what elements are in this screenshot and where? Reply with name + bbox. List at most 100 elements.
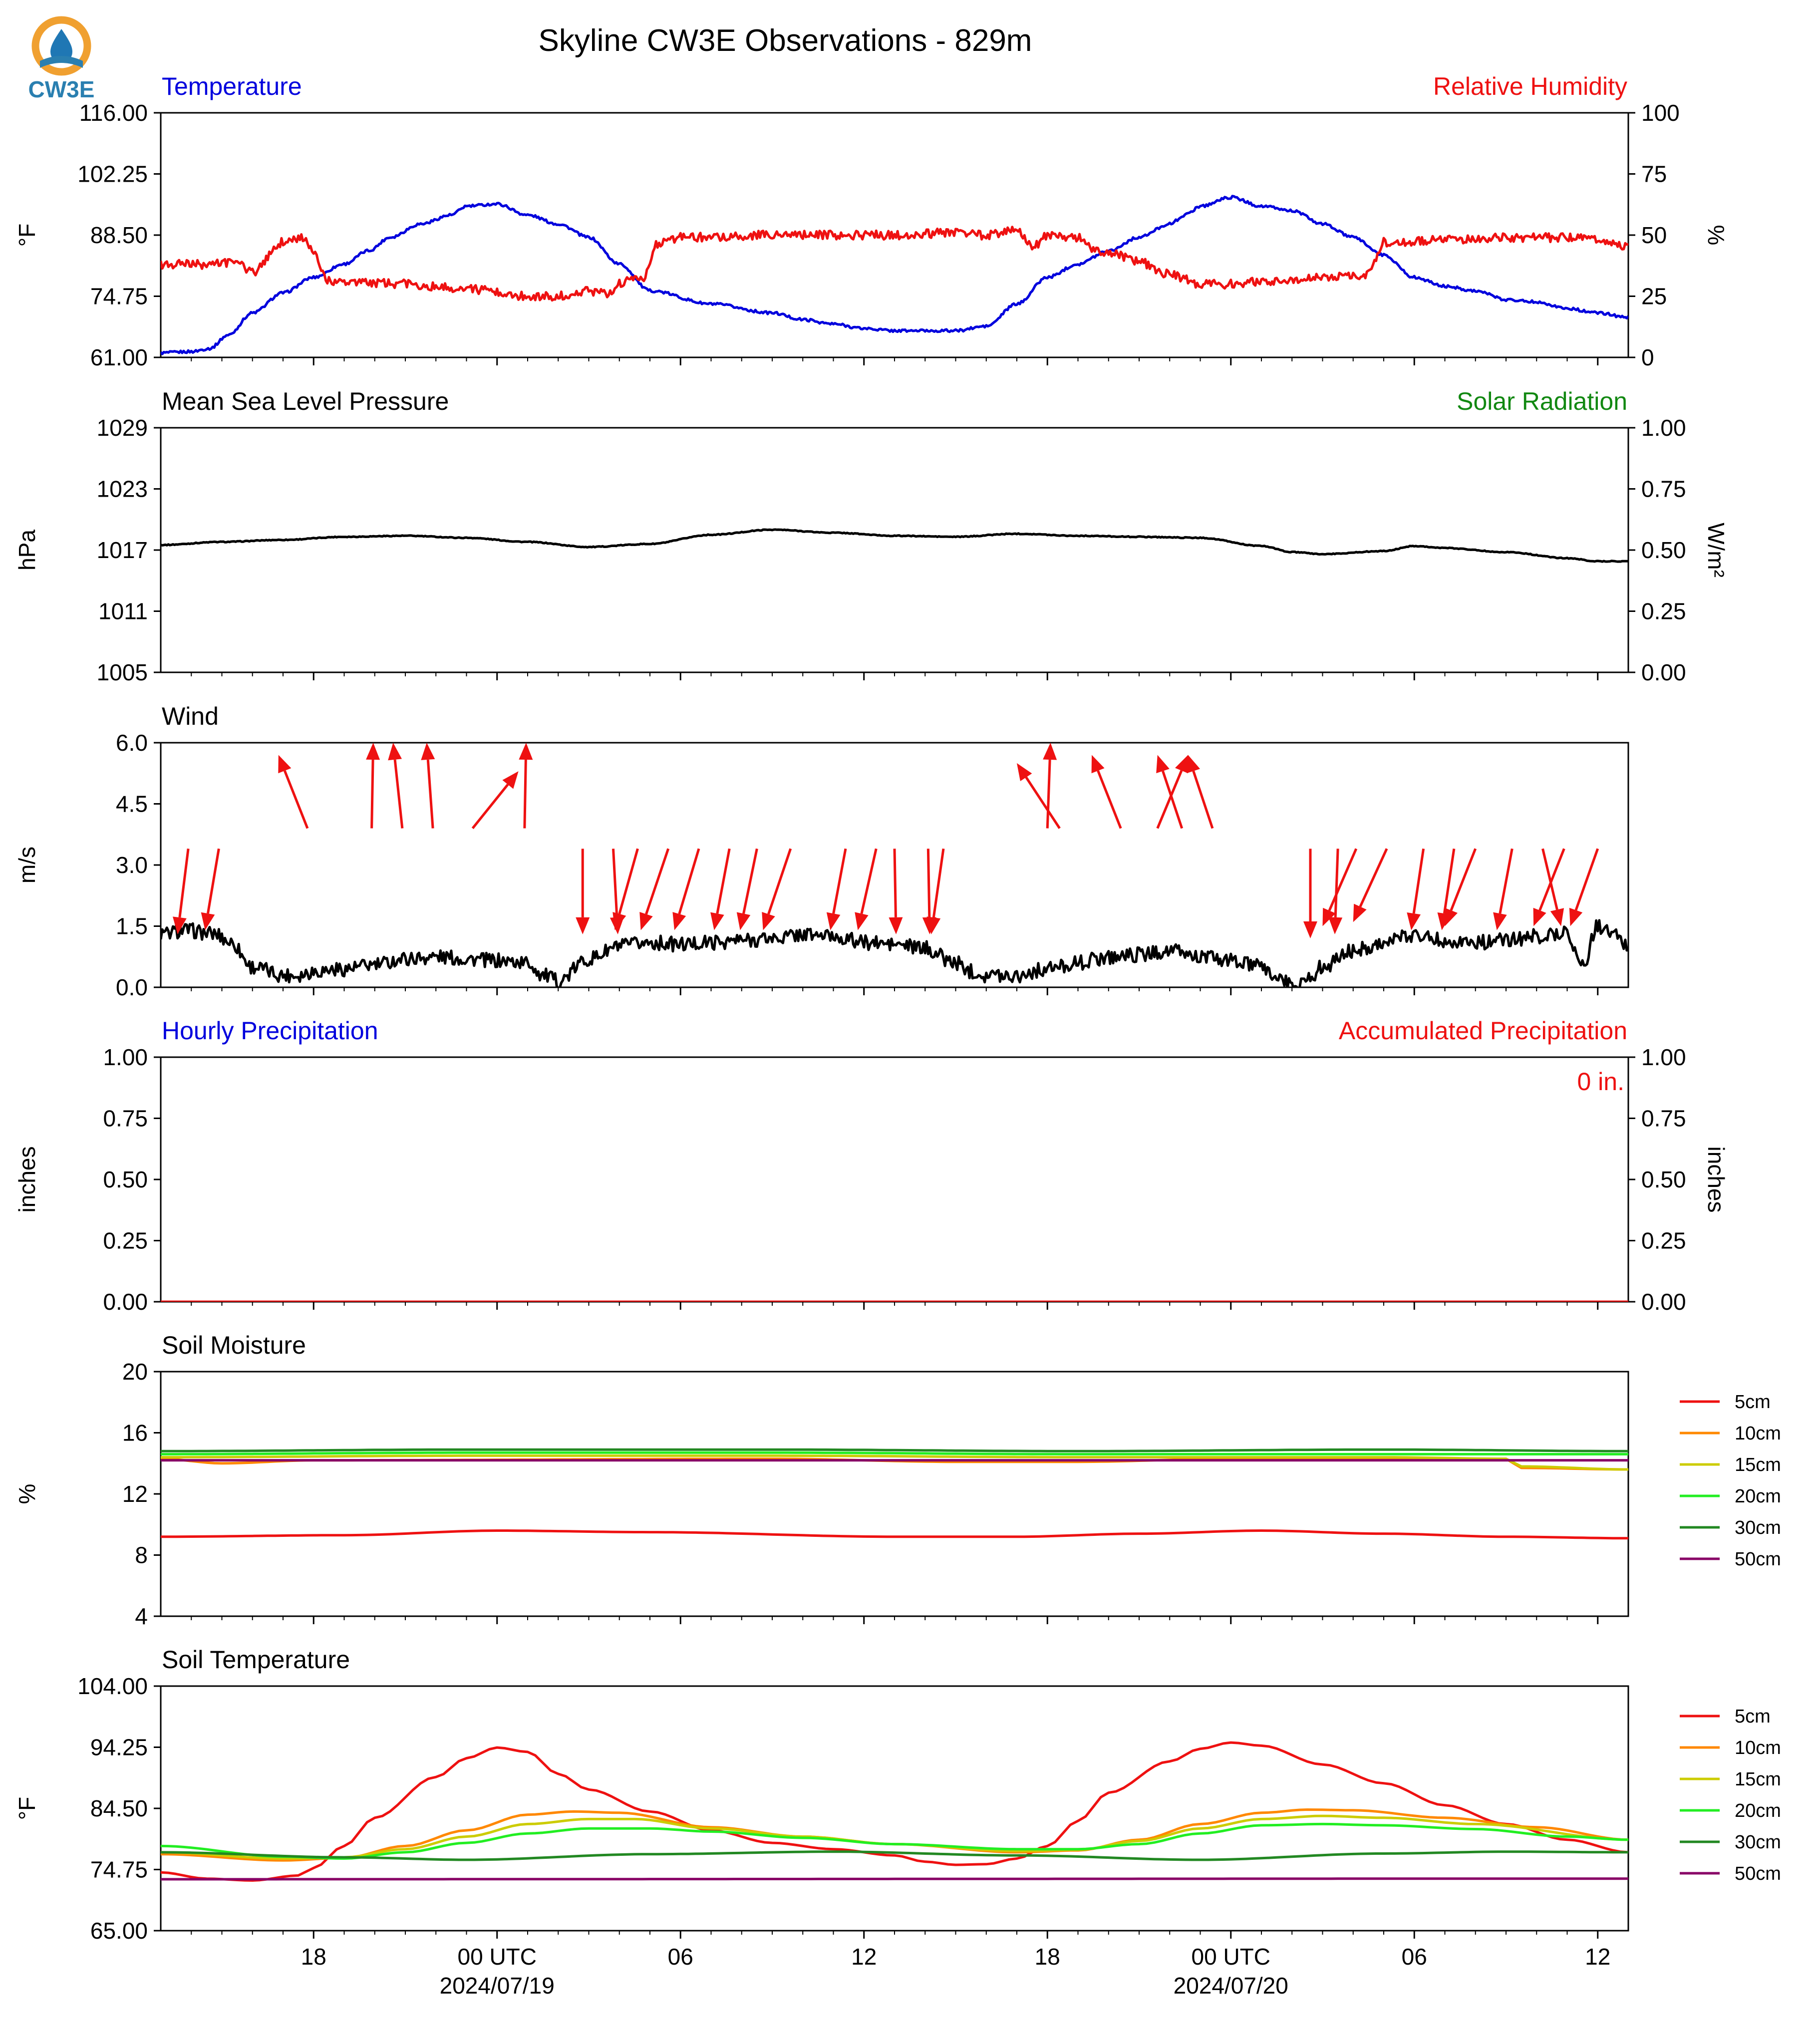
y-right-tick-label: 0.00 xyxy=(1641,659,1686,685)
legend-label: 30cm xyxy=(1735,1517,1781,1538)
plot-frame xyxy=(160,1685,1629,1932)
wind-arrow xyxy=(639,848,670,930)
legend-label: 5cm xyxy=(1735,1392,1771,1413)
y-right-tick-label: 0.50 xyxy=(1641,537,1686,563)
panel-title-left: Hourly Precipitation xyxy=(162,1017,378,1045)
panel-title-right: Solar Radiation xyxy=(1457,387,1627,415)
legend-label: 10cm xyxy=(1735,1738,1781,1758)
x-date-label: 2024/07/19 xyxy=(440,1973,555,1999)
wind-arrow xyxy=(1533,848,1565,926)
y-axis-label: °F xyxy=(14,1797,40,1820)
y-tick-label: 3.0 xyxy=(116,852,148,878)
y-right-tick-label: 50 xyxy=(1641,222,1667,248)
legend-label: 50cm xyxy=(1735,1549,1781,1570)
wind-arrow xyxy=(826,848,847,930)
wind-arrow xyxy=(173,849,190,934)
y-tick-label: 65.00 xyxy=(90,1918,148,1944)
panel-soil_temperature: 104.00 94.25 84.50 74.75 65.00 Soil Temperatu… xyxy=(14,1646,1781,1944)
y-tick-label: 1023 xyxy=(97,476,148,502)
wind-arrow xyxy=(201,848,220,930)
wind-arrow xyxy=(471,771,519,830)
y-axis-label: °F xyxy=(14,224,40,247)
legend-label: 50cm xyxy=(1735,1863,1781,1884)
y-tick-label: 88.50 xyxy=(90,222,148,248)
plot-frame xyxy=(160,427,1629,673)
y-right-tick-label: 1.00 xyxy=(1641,415,1686,441)
y-tick-label: 0.25 xyxy=(103,1228,148,1254)
series-line-temperature xyxy=(161,195,1628,355)
logo-sun-ring-icon xyxy=(31,16,91,76)
wind-arrow xyxy=(1156,755,1184,829)
wind-arrow xyxy=(710,848,731,930)
panel-title-right: Accumulated Precipitation xyxy=(1339,1017,1627,1045)
y-right-tick-label: 25 xyxy=(1641,284,1667,309)
y-tick-label: 0.00 xyxy=(103,1289,148,1315)
series-line-15cm xyxy=(161,1454,1628,1471)
x-tick-label: 00 UTC xyxy=(1192,1944,1270,1970)
wind-arrow xyxy=(762,848,792,930)
wind-arrow xyxy=(1043,743,1057,829)
logo-water-drop-icon xyxy=(50,29,72,63)
x-tick-label: 12 xyxy=(851,1944,877,1970)
legend-label: 15cm xyxy=(1735,1769,1781,1790)
wind-arrow xyxy=(1322,848,1358,926)
series-line-30cm xyxy=(161,1448,1628,1452)
y-tick-label: 104.00 xyxy=(77,1673,148,1699)
series-line-5cm xyxy=(161,1741,1628,1882)
x-axis: 18 00 UTC 2024/07/19 06 12 18 00 UTC 2024/07/20… xyxy=(301,1944,1611,1999)
cw3e-logo: CW3E xyxy=(28,16,94,102)
y-axis-label: % xyxy=(14,1484,40,1504)
wind-arrow xyxy=(1493,848,1514,930)
wind-arrow xyxy=(736,848,758,930)
legend-label: 30cm xyxy=(1735,1832,1781,1853)
wind-arrow xyxy=(1569,848,1599,926)
panel-title-left: Soil Temperature xyxy=(162,1646,350,1674)
x-tick-label: 18 xyxy=(1035,1944,1060,1970)
panel-pressure: 1029 1023 1017 1011 1005 1.00 0.75 0.50 0.25 0.00… xyxy=(14,387,1729,685)
logo-wave-icon xyxy=(40,56,83,68)
legend-label: 20cm xyxy=(1735,1800,1781,1821)
y-tick-label: 8 xyxy=(135,1542,148,1568)
y-tick-label: 0.50 xyxy=(103,1166,148,1192)
y-tick-label: 20 xyxy=(122,1359,148,1385)
y-right-tick-label: 100 xyxy=(1641,100,1680,126)
series-line-5cm xyxy=(161,1529,1628,1540)
y-right-tick-label: 0.00 xyxy=(1641,1289,1686,1315)
y-right-tick-label: 0.25 xyxy=(1641,1228,1686,1254)
y-right-tick-label: 0.50 xyxy=(1641,1166,1686,1192)
y-tick-label: 0.75 xyxy=(103,1106,148,1132)
y-tick-label: 74.75 xyxy=(90,284,148,309)
wind-arrow xyxy=(926,848,945,934)
x-date-label: 2024/07/20 xyxy=(1174,1973,1288,1999)
y-tick-label: 61.00 xyxy=(90,344,148,370)
panel-title-left: Temperature xyxy=(162,72,302,100)
y-tick-label: 1005 xyxy=(97,659,148,685)
wind-arrow xyxy=(672,848,700,930)
wind-arrow xyxy=(278,755,309,829)
panel-title-left: Soil Moisture xyxy=(162,1331,306,1359)
panel-title-left: Wind xyxy=(162,702,219,730)
plot-frame xyxy=(160,1371,1629,1617)
panel-title-left: Mean Sea Level Pressure xyxy=(162,387,449,415)
y-right-tick-label: 0.75 xyxy=(1641,1106,1686,1132)
wind-arrow xyxy=(1541,848,1564,926)
wind-arrow xyxy=(855,848,878,930)
y-axis-label: hPa xyxy=(14,530,40,571)
y-tick-label: 12 xyxy=(122,1481,148,1507)
y-tick-label: 84.50 xyxy=(90,1795,148,1821)
wind-arrow xyxy=(1303,849,1317,938)
legend-label: 20cm xyxy=(1735,1486,1781,1507)
y-tick-label: 1029 xyxy=(97,415,148,441)
y-tick-label: 0.0 xyxy=(116,974,148,1000)
y-tick-label: 74.75 xyxy=(90,1857,148,1883)
y-tick-label: 116.00 xyxy=(79,100,148,126)
x-tick-label: 12 xyxy=(1585,1944,1610,1970)
panel-precip: 1.00 0.75 0.50 0.25 0.00 1.00 0.75 0.50 0.25 0.00… xyxy=(14,1017,1729,1315)
y-right-tick-label: 0.25 xyxy=(1641,598,1686,624)
y-axis-label: inches xyxy=(14,1147,40,1213)
legend-label: 15cm xyxy=(1735,1454,1781,1475)
y-right-axis-label: % xyxy=(1703,225,1729,246)
plot-frame xyxy=(160,1056,1629,1303)
wind-arrow xyxy=(1187,755,1214,829)
